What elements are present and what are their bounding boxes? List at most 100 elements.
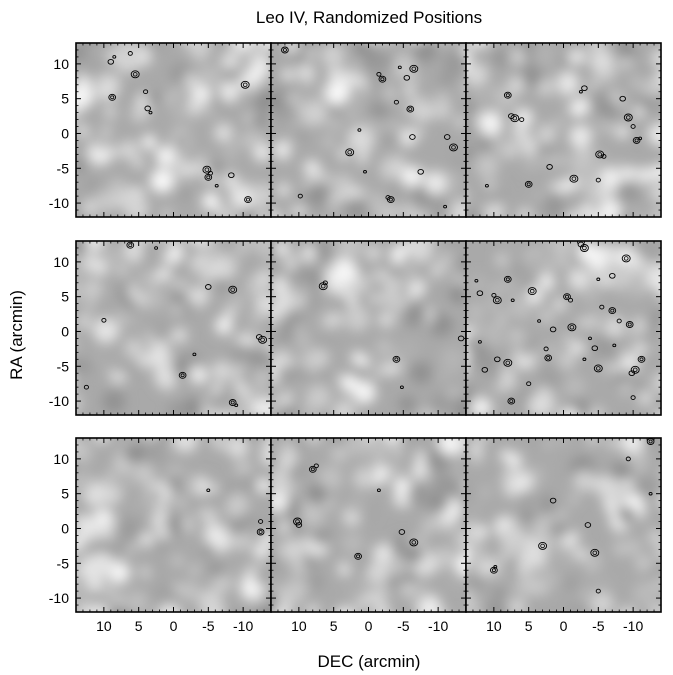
contour-mark <box>403 74 411 81</box>
contour-mark-inner <box>540 543 545 549</box>
contour-mark-inner <box>632 367 638 372</box>
contour-mark <box>493 565 498 569</box>
contour-mark <box>591 345 599 352</box>
contour-mark <box>630 124 636 129</box>
contour-mark-inner <box>623 256 629 261</box>
contour-mark-inner <box>597 152 602 157</box>
panel-r3-c2: 10 5 0 -5 -10 <box>270 437 467 634</box>
contour-mark <box>126 241 135 249</box>
contour-mark <box>258 519 264 524</box>
contour-mark-inner <box>595 366 601 371</box>
contour-mark <box>397 65 402 70</box>
contour-mark <box>609 272 616 279</box>
contour-mark <box>206 488 211 492</box>
contour-mark-inner <box>411 66 417 71</box>
contour-mark-inner <box>380 77 385 82</box>
contour-mark <box>481 366 489 373</box>
contour-mark <box>581 85 588 92</box>
contour-mark <box>443 204 448 209</box>
panel-r2-c1: 10 5 0 -5 -10 <box>49 240 272 416</box>
y-tick-label: 0 <box>61 125 69 141</box>
contour-mark <box>584 522 592 528</box>
x-tick-label: 0 <box>170 618 178 634</box>
contour-mark-inner <box>356 554 361 559</box>
contour-mark <box>648 491 653 496</box>
contour-mark-inner <box>310 467 315 472</box>
contour-mark <box>543 346 549 352</box>
contour-mark-inner <box>260 337 265 342</box>
contour-set <box>490 438 655 594</box>
contour-mark-inner <box>505 277 510 282</box>
contour-mark <box>281 46 289 54</box>
contour-mark <box>544 354 553 362</box>
contour-mark-inner <box>546 355 551 360</box>
contour-mark <box>494 356 501 363</box>
contour-mark-inner <box>180 373 185 378</box>
contour-mark <box>322 280 328 286</box>
y-tick-label: 0 <box>61 520 69 536</box>
panel-r3-c1: 10 5 0 -5 -10 10 5 0 -5 -10 <box>49 437 272 634</box>
contour-mark-inner <box>411 540 417 545</box>
y-tick-label: 10 <box>53 56 69 72</box>
contour-mark <box>101 317 107 323</box>
panel-r3-c3: 10 5 0 -5 -10 <box>465 437 662 634</box>
y-tick-label: -10 <box>49 393 69 409</box>
contour-mark-inner <box>494 298 500 303</box>
contour-mark <box>484 183 489 188</box>
contour-mark <box>228 285 238 294</box>
contour-set <box>293 463 419 560</box>
contour-mark <box>297 193 303 199</box>
contour-mark <box>308 465 317 473</box>
y-tick-label: 10 <box>53 254 69 270</box>
y-axis-label: RA (arcmin) <box>7 290 26 380</box>
contour-mark <box>228 172 235 179</box>
contour-mark-inner <box>491 568 496 573</box>
contour-mark-inner <box>634 138 639 143</box>
contour-mark <box>578 89 583 94</box>
contour-mark-inner <box>569 325 575 330</box>
chart-title: Leo IV, Randomized Positions <box>256 8 482 27</box>
contour-mark <box>595 588 601 594</box>
contour-mark <box>443 134 451 140</box>
contour-mark <box>399 385 404 389</box>
y-tick-label: -5 <box>57 160 70 176</box>
contour-mark <box>595 177 601 183</box>
contour-mark <box>510 114 520 123</box>
contour-mark-inner <box>610 308 615 313</box>
y-tick-label: 5 <box>61 91 69 107</box>
contour-mark <box>406 105 415 113</box>
contour-mark <box>549 326 557 333</box>
contour-mark <box>546 164 553 170</box>
x-tick-label: -10 <box>623 618 643 634</box>
contour-mark-inner <box>512 115 518 121</box>
contour-mark <box>108 93 117 101</box>
x-tick-label: 0 <box>560 618 568 634</box>
contour-mark <box>354 552 362 560</box>
density-map <box>466 241 661 415</box>
density-map <box>466 438 661 612</box>
y-tick-label: -5 <box>57 555 70 571</box>
contour-mark-inner <box>132 72 138 77</box>
contour-mark <box>127 51 133 56</box>
contour-mark <box>214 183 219 188</box>
contour-mark <box>234 403 239 408</box>
contour-mark <box>601 154 607 159</box>
density-map <box>76 241 271 415</box>
y-tick-label: 5 <box>61 486 69 502</box>
contour-mark <box>625 456 631 462</box>
y-tick-label: 10 <box>53 451 69 467</box>
contour-mark-inner <box>648 439 653 444</box>
contour-mark <box>386 196 395 204</box>
panel-r1-c1: 10 5 0 -5 -10 <box>49 42 272 218</box>
contour-mark <box>476 290 484 297</box>
contour-mark-inner <box>242 82 248 87</box>
contour-mark <box>293 517 302 526</box>
contour-mark <box>345 148 355 157</box>
density-map <box>271 43 466 217</box>
contour-mark-inner <box>110 95 115 100</box>
contour-mark <box>385 195 391 200</box>
density-map <box>271 438 466 612</box>
y-tick-label: -10 <box>49 195 69 211</box>
contour-mark-inner <box>582 245 587 251</box>
